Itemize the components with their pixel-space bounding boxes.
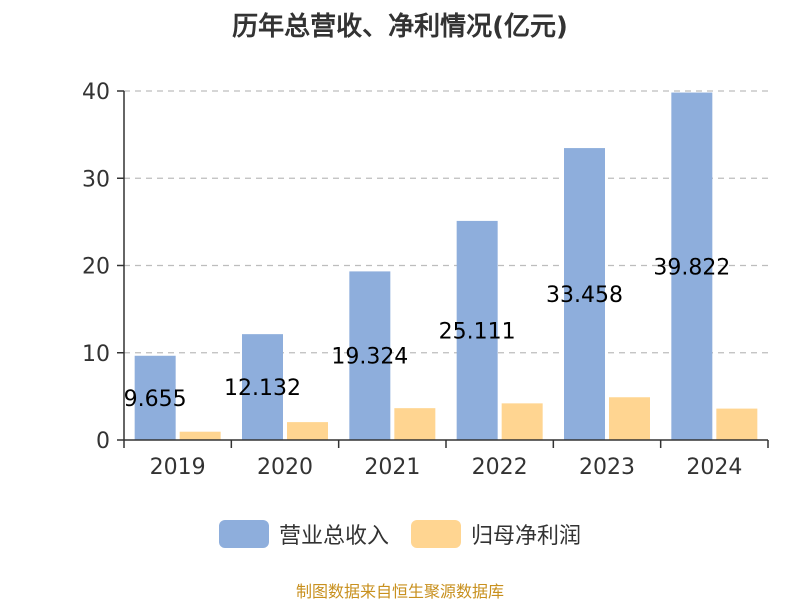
revenue-bar-2020[interactable] <box>242 334 283 440</box>
x-tick-label-2024: 2024 <box>686 455 742 480</box>
profit-bar-2024[interactable] <box>716 408 758 440</box>
x-tick-label-2023: 2023 <box>579 455 635 480</box>
revenue-bar-2021[interactable] <box>349 271 391 440</box>
y-tick-label: 40 <box>82 80 110 105</box>
y-tick-label: 30 <box>82 167 110 192</box>
x-tick-label-2019: 2019 <box>150 455 206 480</box>
legend-item-revenue[interactable]: 营业总收入 <box>218 518 389 550</box>
legend-label-profit: 归母净利润 <box>471 524 582 549</box>
legend-label-revenue: 营业总收入 <box>278 524 389 549</box>
x-tick-label-2022: 2022 <box>472 455 528 480</box>
profit-bar-2022[interactable] <box>501 403 543 440</box>
revenue-bar-2023[interactable] <box>564 148 605 440</box>
legend: 营业总收入 归母净利润 <box>0 518 800 550</box>
data-labels: 9.655 12.132 19.324 25.111 33.458 39.822 <box>124 255 731 412</box>
legend-swatch-revenue <box>218 520 269 548</box>
revenue-label-2022: 25.111 <box>439 319 516 344</box>
chart-title: 历年总营收、净利情况(亿元) <box>232 12 568 42</box>
revenue-label-2021: 19.324 <box>331 345 408 370</box>
revenue-label-2020: 12.132 <box>224 376 301 401</box>
revenue-bar-2022[interactable] <box>456 220 498 440</box>
legend-item-profit[interactable]: 归母净利润 <box>411 518 581 550</box>
revenue-label-2024: 39.822 <box>653 255 730 280</box>
legend-swatch-profit <box>411 520 461 548</box>
profit-bar-2020[interactable] <box>287 422 328 440</box>
bars <box>134 92 758 441</box>
revenue-bar-2024[interactable] <box>671 92 713 441</box>
axes: 0 10 20 30 40 2019 2020 2021 2022 2023 2024 <box>82 80 769 480</box>
profit-bar-2021[interactable] <box>394 408 436 440</box>
profit-bar-2019[interactable] <box>179 431 221 440</box>
grid-lines <box>124 90 768 354</box>
x-tick-label-2021: 2021 <box>364 455 420 480</box>
y-tick-label: 0 <box>96 429 110 454</box>
revenue-bar-2019[interactable] <box>134 355 176 440</box>
revenue-label-2019: 9.655 <box>124 387 187 412</box>
y-tick-label: 10 <box>82 342 110 367</box>
profit-bar-2023[interactable] <box>609 397 650 440</box>
y-tick-label: 20 <box>82 255 110 280</box>
revenue-label-2023: 33.458 <box>546 283 623 308</box>
x-tick-label-2020: 2020 <box>257 455 313 480</box>
data-source-note: 制图数据来自恒生聚源数据库 <box>295 582 504 601</box>
